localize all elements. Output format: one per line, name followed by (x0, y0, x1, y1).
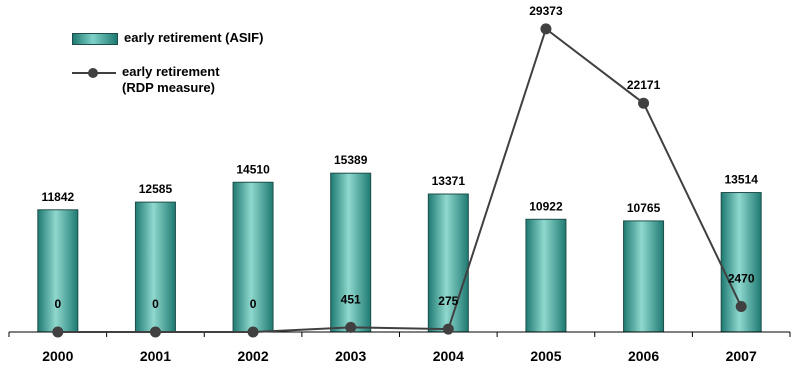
line-series-path (57, 27, 743, 333)
x-tick-label-2007: 2007 (726, 348, 757, 364)
x-tick-label-2003: 2003 (335, 348, 366, 364)
line-point-2004 (442, 323, 454, 335)
legend-bar-swatch (72, 33, 118, 45)
line-point-2003 (345, 321, 357, 333)
line-value-label-2005: 29373 (529, 4, 563, 18)
bar-value-label-2001: 12585 (139, 182, 173, 196)
x-tick-label-2005: 2005 (530, 348, 561, 364)
line-value-label-2000: 0 (54, 297, 61, 311)
bar-value-label-2005: 10922 (529, 199, 563, 213)
legend-line-label: early retirement (RDP measure) (122, 64, 220, 95)
legend-item-line: early retirement (RDP measure) (72, 64, 220, 96)
line-series (52, 23, 747, 338)
line-point-2005 (540, 23, 552, 35)
x-tick-label-2000: 2000 (42, 348, 73, 364)
legend-bar-label: early retirement (ASIF) (124, 30, 264, 45)
bar-value-label-2004: 13371 (432, 174, 466, 188)
bar-2002 (232, 181, 274, 333)
bar-value-label-2000: 11842 (41, 190, 74, 204)
bar-2004 (427, 193, 469, 333)
bar-2003 (330, 172, 372, 333)
legend-item-bar: early retirement (ASIF) (72, 30, 263, 46)
bar-series (37, 172, 762, 333)
line-point-2006 (638, 97, 650, 109)
line-value-label-2002: 0 (250, 297, 257, 311)
line-point-2007 (735, 301, 747, 313)
line-value-label-2007: 2470 (728, 272, 755, 286)
x-tick-label-2006: 2006 (628, 348, 659, 364)
line-point-2002 (247, 326, 259, 338)
line-value-label-2004: 275 (438, 294, 458, 308)
bar-2001 (134, 201, 176, 333)
line-value-label-2003: 451 (341, 292, 361, 306)
legend: early retirement (ASIF) early retirement… (72, 30, 332, 100)
bar-2000 (37, 209, 79, 333)
line-value-label-2001: 0 (152, 297, 159, 311)
line-value-label-2006: 22171 (627, 78, 661, 92)
x-tick-labels: 2000 2001 2002 2003 2004 2005 2006 2007 (42, 348, 757, 364)
line-value-labels: 0 0 0 451 275 29373 22171 2470 (54, 4, 754, 311)
line-point-2001 (149, 326, 161, 338)
x-tick-label-2001: 2001 (140, 348, 171, 364)
x-tick-label-2004: 2004 (433, 348, 464, 364)
bar-value-label-2006: 10765 (627, 201, 661, 215)
bar-2005 (525, 218, 567, 333)
bar-value-labels: 11842 12585 14510 15389 13371 10922 10765 13514 (41, 153, 758, 215)
bar-2006 (623, 220, 665, 333)
bar-value-label-2007: 13514 (725, 173, 759, 187)
x-tick-label-2002: 2002 (237, 348, 268, 364)
bar-value-label-2002: 14510 (236, 162, 270, 176)
bar-value-label-2003: 15389 (334, 153, 368, 167)
line-point-2000 (52, 326, 64, 338)
legend-line-swatch (72, 66, 116, 80)
